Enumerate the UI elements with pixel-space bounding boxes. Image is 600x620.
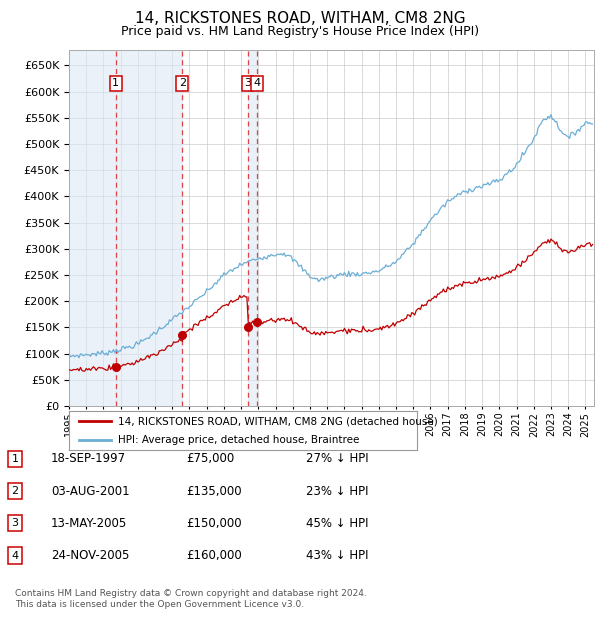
Text: 14, RICKSTONES ROAD, WITHAM, CM8 2NG: 14, RICKSTONES ROAD, WITHAM, CM8 2NG bbox=[134, 11, 466, 25]
Text: 1: 1 bbox=[11, 454, 19, 464]
Text: 43% ↓ HPI: 43% ↓ HPI bbox=[306, 549, 368, 562]
Text: 3: 3 bbox=[11, 518, 19, 528]
Text: 3: 3 bbox=[244, 79, 251, 89]
Bar bbox=[69, 50, 116, 406]
Text: 03-AUG-2001: 03-AUG-2001 bbox=[51, 485, 130, 497]
Text: 4: 4 bbox=[11, 551, 19, 560]
Text: 14, RICKSTONES ROAD, WITHAM, CM8 2NG (detached house): 14, RICKSTONES ROAD, WITHAM, CM8 2NG (de… bbox=[118, 417, 437, 427]
Text: 13-MAY-2005: 13-MAY-2005 bbox=[51, 517, 127, 529]
Text: 4: 4 bbox=[253, 79, 260, 89]
Text: 1: 1 bbox=[112, 79, 119, 89]
Text: 45% ↓ HPI: 45% ↓ HPI bbox=[306, 517, 368, 529]
Text: 27% ↓ HPI: 27% ↓ HPI bbox=[306, 453, 368, 465]
Text: 24-NOV-2005: 24-NOV-2005 bbox=[51, 549, 130, 562]
Text: Contains HM Land Registry data © Crown copyright and database right 2024.
This d: Contains HM Land Registry data © Crown c… bbox=[15, 590, 367, 609]
Text: 2: 2 bbox=[11, 486, 19, 496]
Text: 18-SEP-1997: 18-SEP-1997 bbox=[51, 453, 126, 465]
Text: 2: 2 bbox=[179, 79, 186, 89]
Bar bbox=[116, 50, 182, 406]
Bar bbox=[248, 50, 257, 406]
Text: £135,000: £135,000 bbox=[186, 485, 242, 497]
Text: £75,000: £75,000 bbox=[186, 453, 234, 465]
Text: £150,000: £150,000 bbox=[186, 517, 242, 529]
Text: Price paid vs. HM Land Registry's House Price Index (HPI): Price paid vs. HM Land Registry's House … bbox=[121, 25, 479, 38]
Text: HPI: Average price, detached house, Braintree: HPI: Average price, detached house, Brai… bbox=[118, 435, 359, 445]
Text: £160,000: £160,000 bbox=[186, 549, 242, 562]
Text: 23% ↓ HPI: 23% ↓ HPI bbox=[306, 485, 368, 497]
